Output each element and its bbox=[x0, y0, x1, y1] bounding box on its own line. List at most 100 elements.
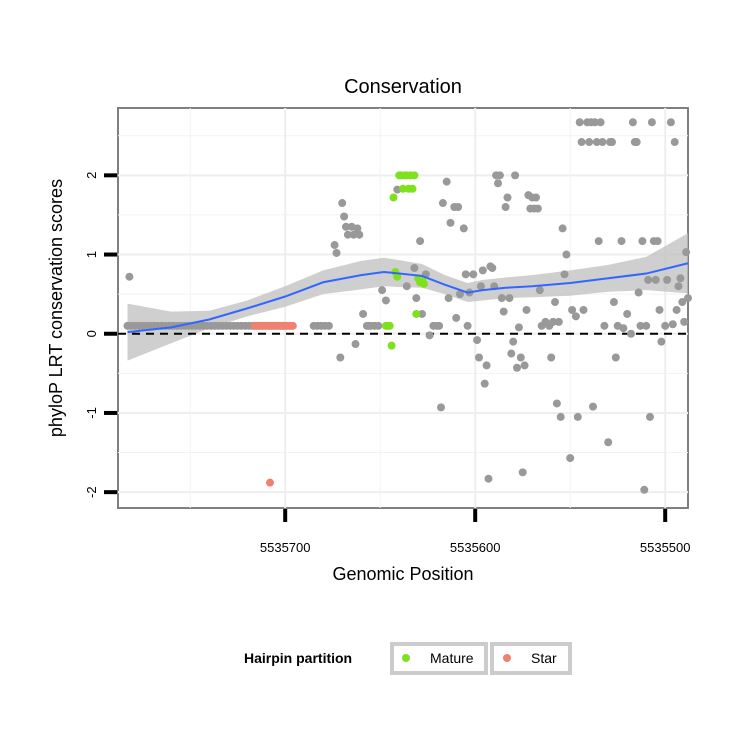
data-point-other bbox=[402, 282, 411, 291]
data-point-other bbox=[628, 118, 637, 127]
data-point-other bbox=[374, 321, 383, 330]
data-point-other bbox=[642, 321, 651, 330]
data-point-other bbox=[568, 305, 577, 314]
data-point-other bbox=[330, 241, 339, 250]
legend-label-star: Star bbox=[531, 650, 557, 666]
chart-title: Conservation bbox=[344, 76, 462, 98]
data-point-other bbox=[651, 275, 660, 284]
data-point-other bbox=[338, 199, 347, 208]
data-point-mature bbox=[408, 184, 417, 193]
data-point-other bbox=[596, 118, 605, 127]
data-point-other bbox=[577, 138, 586, 147]
data-point-other bbox=[647, 118, 656, 127]
plot-panel bbox=[117, 107, 689, 509]
data-point-other bbox=[638, 237, 647, 246]
data-point-other bbox=[353, 224, 362, 233]
data-point-other bbox=[418, 309, 426, 318]
data-point-other bbox=[514, 323, 523, 332]
data-point-other bbox=[482, 361, 491, 370]
data-point-other bbox=[505, 294, 514, 303]
data-point-other bbox=[503, 193, 512, 202]
data-point-other bbox=[609, 298, 618, 307]
data-point-other bbox=[459, 224, 468, 233]
data-point-other bbox=[349, 230, 358, 239]
data-point-other bbox=[336, 353, 345, 362]
data-point-other bbox=[324, 321, 333, 330]
data-point-other bbox=[571, 312, 580, 321]
data-point-other bbox=[381, 296, 390, 305]
data-point-other bbox=[473, 336, 482, 345]
data-point-other bbox=[600, 321, 609, 330]
x-tick-label: 5535500 bbox=[640, 540, 691, 555]
data-point-mature bbox=[412, 309, 421, 318]
data-point-other bbox=[592, 138, 601, 147]
data-point-other bbox=[516, 353, 525, 362]
data-point-other bbox=[640, 485, 649, 494]
data-point-other bbox=[566, 454, 575, 463]
x-axis: 5535700 5535600 5535500 bbox=[260, 509, 691, 555]
data-point-other bbox=[535, 286, 544, 295]
data-point-star bbox=[288, 321, 297, 330]
data-point-other bbox=[611, 353, 620, 362]
data-point-other bbox=[655, 305, 664, 314]
data-point-other bbox=[454, 203, 463, 212]
smooth-curve bbox=[127, 262, 689, 334]
y-tick-label: 0 bbox=[84, 330, 99, 337]
data-point-other bbox=[378, 286, 387, 295]
data-point-other bbox=[125, 272, 134, 281]
y-tick-label: -1 bbox=[84, 407, 99, 419]
data-point-other bbox=[594, 237, 603, 246]
data-point-other bbox=[359, 309, 368, 318]
legend-label-mature: Mature bbox=[430, 650, 474, 666]
legend-title: Hairpin partition bbox=[244, 650, 352, 666]
data-point-other bbox=[644, 275, 653, 284]
legend: Hairpin partition Mature Star bbox=[244, 642, 572, 675]
data-point-other bbox=[452, 313, 461, 322]
data-point-other bbox=[598, 138, 607, 147]
data-point-other bbox=[518, 468, 527, 477]
data-point-other bbox=[480, 379, 489, 388]
data-points bbox=[123, 118, 692, 494]
data-point-other bbox=[657, 337, 666, 346]
data-point-other bbox=[509, 337, 518, 346]
x-tick-label: 5535600 bbox=[450, 540, 501, 555]
x-axis-label: Genomic Position bbox=[332, 564, 473, 584]
data-point-other bbox=[552, 399, 561, 408]
y-tick-label: 2 bbox=[84, 172, 99, 179]
data-point-other bbox=[501, 203, 510, 212]
data-point-other bbox=[484, 474, 493, 483]
data-point-other bbox=[560, 270, 569, 279]
data-point-other bbox=[499, 307, 508, 316]
data-point-other bbox=[511, 171, 520, 180]
data-point-other bbox=[520, 361, 529, 370]
data-point-other bbox=[444, 294, 453, 303]
data-point-other bbox=[562, 250, 571, 259]
data-point-other bbox=[674, 282, 683, 291]
data-point-other bbox=[585, 138, 594, 147]
data-point-other bbox=[556, 412, 565, 421]
data-point-other bbox=[343, 230, 352, 239]
data-point-other bbox=[672, 305, 681, 314]
data-point-other bbox=[342, 222, 350, 231]
y-axis: -2 -1 0 1 2 bbox=[84, 172, 117, 498]
data-point-other bbox=[416, 237, 425, 246]
legend-key-mature-dot bbox=[402, 654, 410, 662]
data-point-other bbox=[668, 320, 677, 329]
data-point-other bbox=[438, 199, 447, 208]
data-point-mature bbox=[389, 193, 398, 202]
data-point-other bbox=[661, 321, 670, 330]
y-tick-label: 1 bbox=[84, 251, 99, 258]
data-point-other bbox=[494, 179, 502, 188]
data-point-other bbox=[513, 363, 521, 372]
data-point-other bbox=[682, 248, 691, 257]
data-point-mature bbox=[387, 341, 396, 350]
data-point-other bbox=[463, 321, 472, 330]
data-point-other bbox=[676, 274, 685, 283]
data-point-other bbox=[532, 193, 540, 202]
data-point-other bbox=[575, 118, 584, 127]
data-point-mature bbox=[399, 184, 407, 193]
data-point-other bbox=[547, 353, 556, 362]
data-point-other bbox=[636, 321, 645, 330]
x-tick-label: 5535700 bbox=[260, 540, 311, 555]
